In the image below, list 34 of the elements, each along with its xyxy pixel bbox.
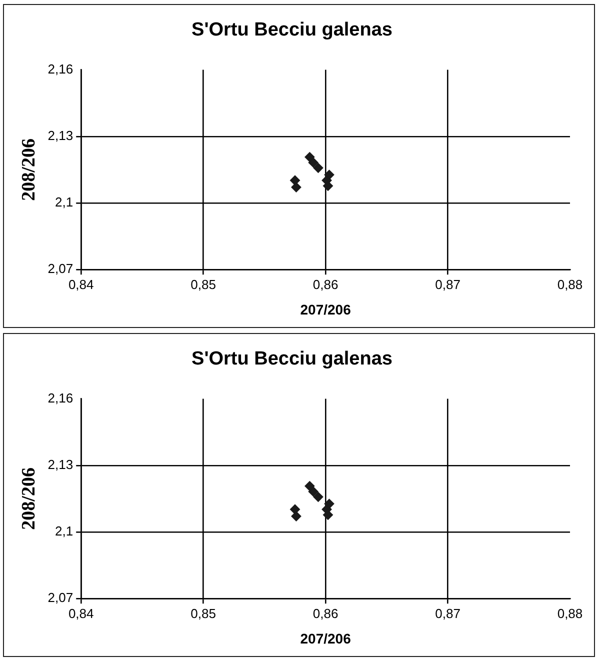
x-tick-label: 0,85 (190, 606, 216, 621)
x-tick-label: 0,84 (68, 276, 94, 292)
x-tick-label: 0,85 (190, 276, 216, 292)
x-tick-label: 0,87 (435, 276, 460, 292)
y-tick-label: 2,1 (55, 194, 74, 210)
point (304, 481, 315, 492)
chart-title: S'Ortu Becciu galenas (192, 20, 392, 41)
x-axis-title: 207/206 (300, 301, 352, 318)
x-tick-label: 0,86 (312, 606, 338, 621)
x-tick-label: 0,88 (557, 606, 583, 621)
y-tick-label: 2,16 (48, 61, 74, 76)
chart-title: S'Ortu Becciu galenas (192, 348, 392, 370)
x-tick-label: 0,86 (312, 276, 338, 292)
point (308, 486, 318, 497)
y-tick-label: 2,13 (48, 456, 74, 472)
point (290, 175, 300, 186)
y-tick-label: 2,1 (55, 524, 74, 539)
y-axis-title: 208/206 (18, 468, 40, 530)
point (308, 158, 318, 168)
y-axis-title: 208/206 (18, 138, 40, 201)
y-tick-label: 2,16 (48, 390, 74, 406)
point (313, 162, 324, 173)
point (291, 182, 302, 192)
y-tick-label: 2,07 (48, 590, 74, 606)
x-axis-title: 207/206 (300, 630, 352, 646)
point (290, 504, 300, 514)
x-tick-label: 0,84 (68, 606, 94, 621)
y-tick-label: 2,07 (48, 261, 74, 276)
x-tick-label: 0,87 (435, 606, 460, 621)
point (313, 492, 324, 502)
point (304, 152, 315, 162)
point (291, 511, 302, 522)
x-tick-label: 0,88 (557, 276, 583, 292)
y-tick-label: 2,13 (48, 128, 74, 143)
